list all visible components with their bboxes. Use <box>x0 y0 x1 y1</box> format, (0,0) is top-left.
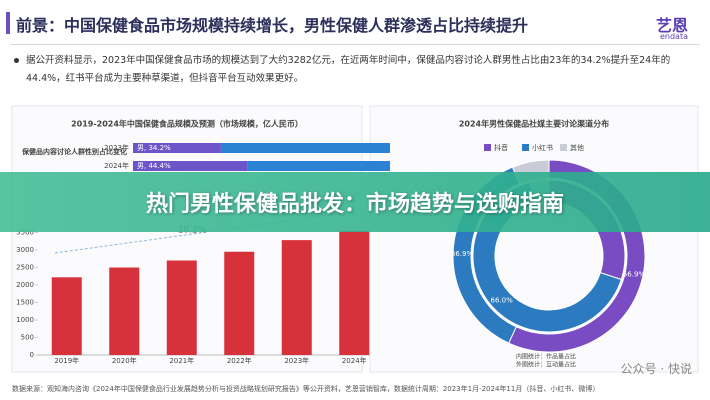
chart-title: 2024年男性保健品社媒主要讨论渠道分布 <box>459 119 609 129</box>
note: 内圈统计：作品量占比 <box>516 353 576 361</box>
y-tick-label: 2500 <box>16 264 34 272</box>
x-tick-label: 2019年 <box>54 356 79 365</box>
x-tick-label: 2022年 <box>227 356 252 365</box>
x-tick-label: 2024年 <box>342 356 367 365</box>
bar-segment <box>220 143 390 153</box>
bar-segment <box>133 143 221 153</box>
divider <box>10 44 700 45</box>
data-label: 男, 44.4% <box>137 162 171 170</box>
slide-title: 前景：中国保健食品市场规模持续增长，男性保健人群渗透占比持续提升 <box>16 16 529 35</box>
chart-title: 保健品内容讨论人群性别占比变化 <box>21 147 127 156</box>
legend-swatch <box>484 144 491 151</box>
y-tick-label: 2023年 <box>104 143 129 152</box>
logo-sub: endata <box>659 32 688 41</box>
bar <box>281 240 312 355</box>
summary: 据公开资料显示，2023年中国保健食品市场的规模达到了大约3282亿元，在近两年… <box>26 55 671 84</box>
bar-segment <box>247 161 390 171</box>
y-tick-label: 2000 <box>16 281 34 289</box>
legend-label: 其他 <box>570 143 584 152</box>
x-tick-label: 2021年 <box>169 356 194 365</box>
data-label: 56.9% <box>623 271 646 279</box>
source-note: 数据来源：观知海内咨询《2024年中国保健食品行业发展趋势分析与投资战略规划研究… <box>12 385 600 393</box>
bar <box>224 251 255 355</box>
y-tick-label: 500 <box>21 334 34 342</box>
y-tick-label: 3000 <box>16 246 34 254</box>
legend-label: 小红书 <box>532 143 553 152</box>
data-label: 66.0% <box>490 296 513 304</box>
data-label: 男, 34.2% <box>137 144 171 152</box>
bar <box>51 277 82 355</box>
x-tick-label: 2020年 <box>112 356 137 365</box>
data-label: 36.9% <box>451 250 474 258</box>
y-tick-label: 1500 <box>16 299 34 307</box>
y-tick-label: 1000 <box>16 316 34 324</box>
logo: 艺恩 <box>655 16 688 35</box>
watermark: 公众号 · 快说 <box>620 362 692 376</box>
bar <box>339 230 370 355</box>
x-tick-label: 2023年 <box>284 356 309 365</box>
y-tick-label: 0 <box>30 351 34 359</box>
note: 外圈统计：互动量占比 <box>516 361 576 369</box>
bullet <box>14 58 19 63</box>
bar-segment <box>133 161 248 171</box>
y-tick-label: 2024年 <box>104 161 129 170</box>
y-tick-label: 3500 <box>16 229 34 237</box>
title-accent <box>6 12 10 34</box>
banner: 热门男性保健品批发：市场趋势与选购指南 <box>0 172 710 232</box>
legend-swatch <box>560 144 567 151</box>
bar <box>109 267 140 355</box>
chart-title: 2019-2024年中国保健食品规模及预测（市场规模，亿人民币） <box>71 119 303 129</box>
bar <box>166 260 197 355</box>
legend-label: 抖音 <box>494 143 508 152</box>
legend-swatch <box>522 144 529 151</box>
